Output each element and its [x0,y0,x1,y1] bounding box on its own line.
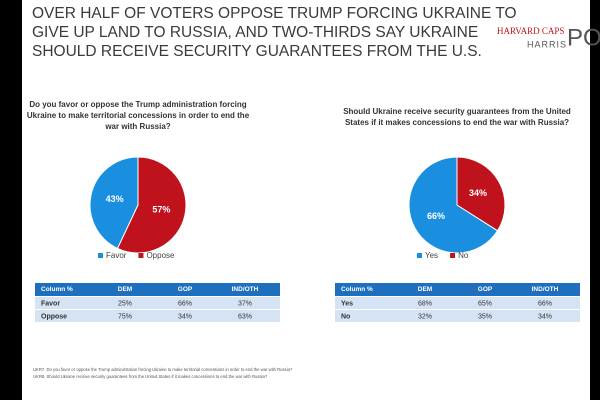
table-cell: 37% [238,300,252,307]
slice-label: 66% [427,211,445,221]
chart-title: Should Ukraine receive security guarante… [343,107,571,116]
table-cell: 65% [478,300,492,307]
table-header-cell: IND/OTH [232,286,259,293]
table-cell: 75% [118,313,132,320]
chart-title: Ukraine to make territorial concessions … [27,111,250,120]
legend-swatch [138,253,144,258]
legend-swatch [450,253,456,258]
legend-label: Yes [425,251,438,260]
table-header-cell: Column % [341,286,373,293]
table-row [35,310,280,322]
chart-title: Do you favor or oppose the Trump adminis… [29,100,246,109]
chart-title: States if it makes concessions to end th… [345,118,569,127]
table-cell: 34% [178,313,192,320]
table-row [335,297,580,309]
table-cell: 25% [118,300,132,307]
table-cell: 68% [418,300,432,307]
table-header-cell: GOP [478,286,493,293]
logo-big: PO [567,24,600,51]
pie-slice [456,156,506,232]
footnote: UKR7. Do you favor or oppose the Trump a… [33,367,293,372]
table-cell: 34% [538,313,552,320]
chart-title: war with Russia? [104,122,170,131]
table-cell: 66% [538,300,552,307]
table-cell: No [341,313,350,320]
table-cell: Yes [341,300,353,307]
table-header-cell: IND/OTH [532,286,559,293]
table-header-cell: DEM [418,286,432,293]
pie-slice [408,156,499,254]
table-cell: 66% [178,300,192,307]
slide-title: OVER HALF OF VOTERS OPPOSE TRUMP FORCING… [32,5,517,22]
slice-label: 57% [152,205,170,215]
table-cell: 32% [418,313,432,320]
logo-top: HARVARD CAPS [497,26,564,36]
table-header [35,283,280,296]
table-row [35,297,280,309]
pie-slice [89,156,139,250]
table-cell: 35% [478,313,492,320]
slide-title: SHOULD RECEIVE SECURITY GUARANTEES FROM … [32,43,482,60]
table-row [335,310,580,322]
table-cell: Favor [41,300,60,307]
legend-label: Favor [106,251,127,260]
table-header [335,283,580,296]
table-header-cell: DEM [118,286,132,293]
logo-bottom: HARRIS [527,39,567,49]
legend-swatch [417,253,422,258]
legend-label: No [458,251,469,260]
footnote: UKR8. Should Ukraine receive security gu… [33,374,268,379]
slide-title: GIVE UP LAND TO RUSSIA, AND TWO-THIRDS S… [32,24,478,41]
slice-label: 43% [106,194,124,204]
table-cell: Oppose [41,313,67,320]
legend-label: Oppose [146,251,175,260]
table-header-cell: GOP [178,286,193,293]
legend-swatch [98,253,103,258]
table-cell: 63% [238,313,252,320]
slice-label: 34% [469,188,487,198]
pie-slice [116,156,187,254]
table-header-cell: Column % [41,286,73,293]
